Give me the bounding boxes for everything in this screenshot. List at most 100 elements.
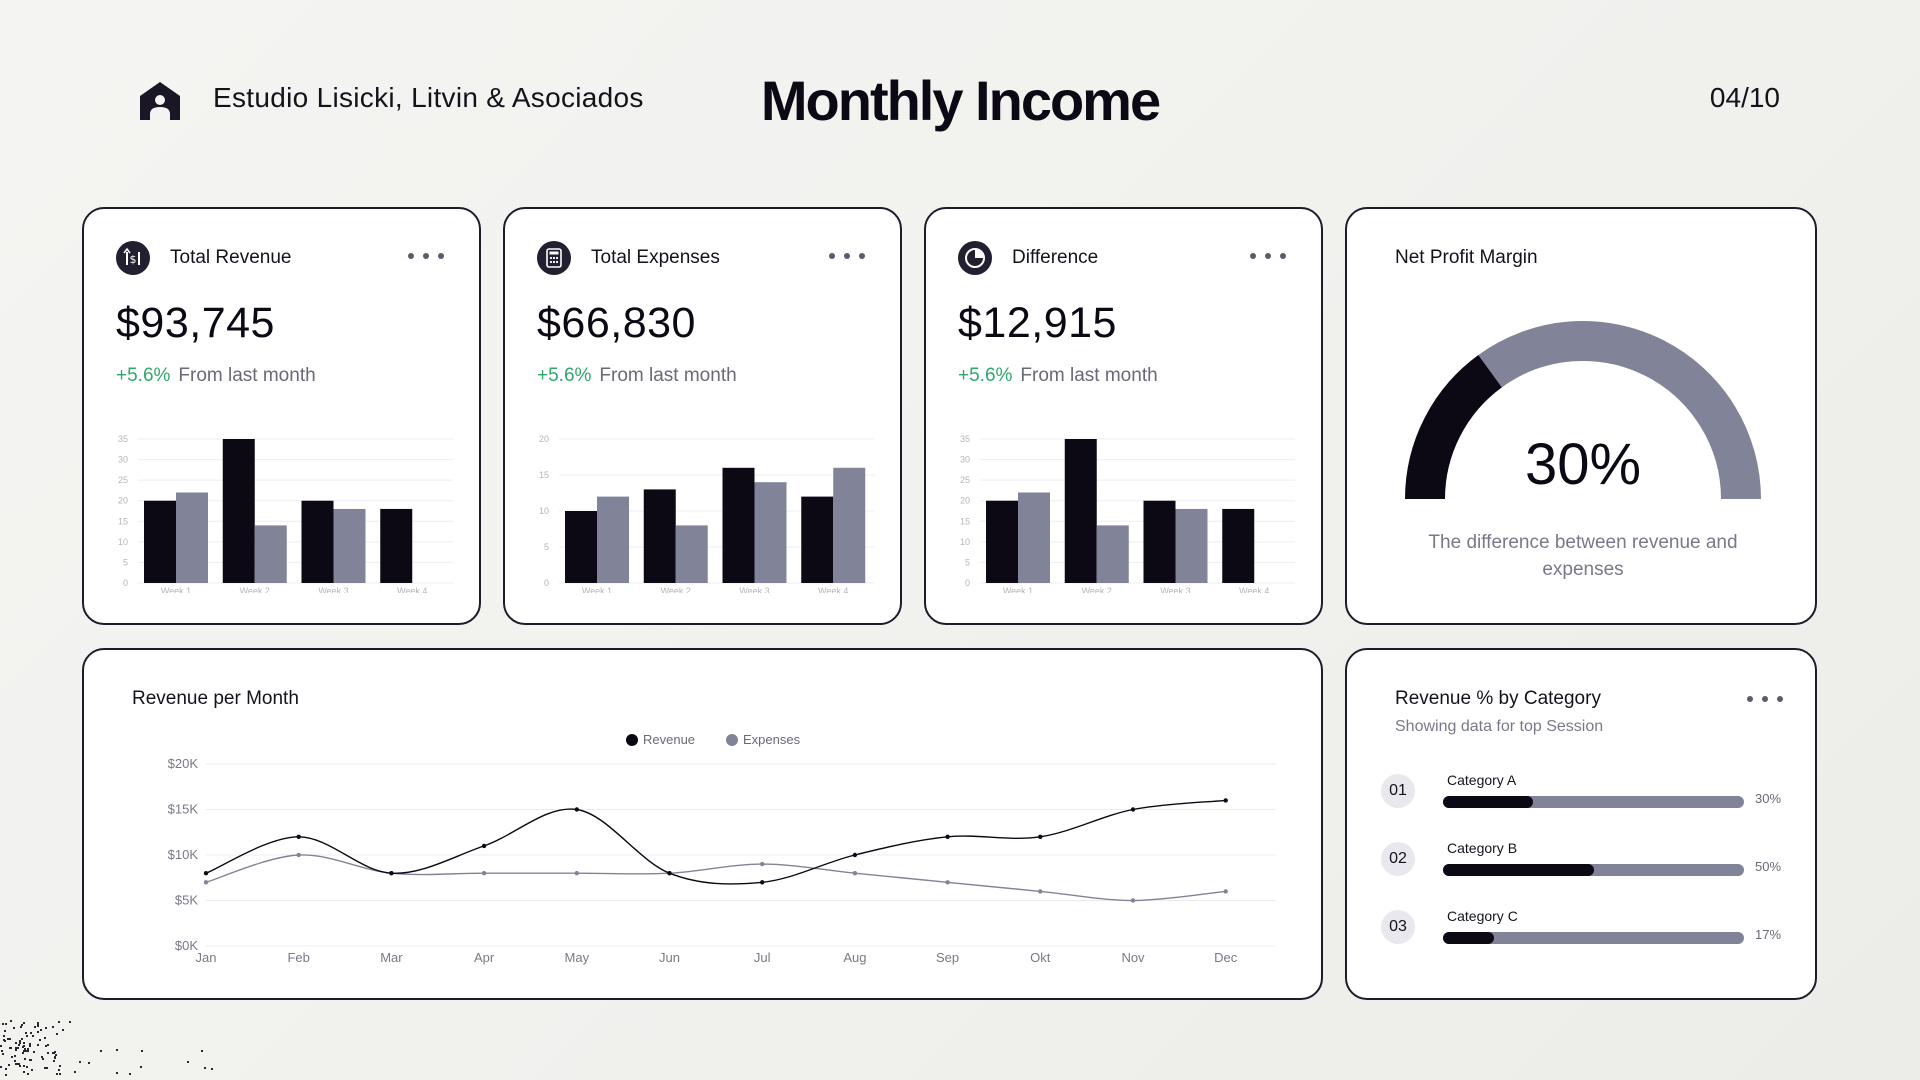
decor-dot <box>45 1027 47 1029</box>
kpi-change: +5.6% From last month <box>116 365 316 387</box>
decor-dot <box>21 1024 23 1026</box>
data-point <box>389 871 394 876</box>
decor-dot <box>5 1074 7 1076</box>
decor-dot <box>116 1072 118 1074</box>
y-tick-label: 25 <box>960 475 970 485</box>
bar <box>986 500 1018 583</box>
decor-dot <box>14 1060 16 1062</box>
category-number: 03 <box>1381 910 1415 944</box>
decor-dot <box>19 1040 21 1042</box>
decorative-dot-pattern <box>0 1020 213 1076</box>
revenue-per-month-card: Revenue per Month $0K $5K $10K $15K $20K Jan F… <box>82 648 1323 1000</box>
y-tick-label: 20 <box>539 434 549 444</box>
decor-dot <box>55 1054 57 1056</box>
decor-dot <box>58 1069 60 1071</box>
data-point <box>1038 834 1043 839</box>
x-tick-label: Jun <box>659 950 680 965</box>
x-tick-label: Nov <box>1121 950 1145 965</box>
decor-dot <box>79 1061 81 1063</box>
dot <box>859 253 865 259</box>
change-percent: +5.6% <box>116 365 171 386</box>
dot <box>1250 253 1256 259</box>
line-chart: $0K $5K $10K $15K $20K Jan Feb Mar Apr May Jun Jul A… <box>168 732 1276 965</box>
decor-dot <box>100 1050 102 1052</box>
y-tick-label: 5 <box>123 557 128 567</box>
dot <box>408 253 414 259</box>
dot <box>438 253 444 259</box>
weekly-bar-chart: 0 5 10 15 20 Week 1 Week 2 Week 3 Week 4 <box>539 434 874 593</box>
card-header: $ Total Revenue <box>116 241 446 275</box>
y-tick-label: 0 <box>965 578 970 588</box>
decor-dot <box>30 1032 32 1034</box>
more-options-button[interactable] <box>827 245 867 265</box>
decor-dot <box>47 1044 49 1046</box>
decor-dot <box>5 1068 7 1070</box>
more-options-button[interactable] <box>1248 245 1288 265</box>
y-tick-label: $5K <box>175 893 198 908</box>
decor-dot <box>2 1053 4 1055</box>
progress-fill <box>1443 932 1495 944</box>
bar <box>254 525 287 583</box>
page-number: 04/10 <box>1709 82 1780 113</box>
decor-dot <box>44 1037 46 1039</box>
decor-dot <box>40 1029 42 1031</box>
kpi-change: +5.6% From last month <box>958 365 1158 387</box>
decor-dot <box>3 1039 5 1041</box>
decor-dot <box>37 1023 39 1025</box>
change-note: From last month <box>1020 365 1158 386</box>
category-number: 02 <box>1381 842 1415 876</box>
decor-dot <box>23 1022 25 1024</box>
category-row: 02 Category B 50% <box>1381 840 1791 880</box>
x-tick-label: Week 4 <box>397 586 427 593</box>
data-point <box>296 852 301 858</box>
data-point <box>760 880 765 885</box>
decor-dot <box>9 1047 11 1049</box>
decor-dot <box>29 1059 31 1061</box>
dot <box>1280 253 1286 259</box>
data-point <box>574 807 579 812</box>
decor-dot <box>18 1063 20 1065</box>
progress-track <box>1443 796 1744 808</box>
y-tick-label: 15 <box>960 516 970 526</box>
decor-dot <box>21 1038 23 1040</box>
decor-dot <box>20 1026 22 1028</box>
legend-label: Revenue <box>643 732 695 747</box>
data-point <box>760 861 765 867</box>
decor-dot <box>14 1055 16 1057</box>
data-point <box>1130 898 1136 903</box>
decor-dot <box>1 1050 3 1052</box>
decor-dot <box>52 1026 54 1028</box>
bar <box>1064 439 1097 583</box>
data-point <box>945 880 950 885</box>
x-tick-label: Week 2 <box>661 586 691 593</box>
data-point <box>945 834 950 839</box>
y-tick-label: 30 <box>118 455 128 465</box>
more-options-button[interactable] <box>1745 688 1785 708</box>
x-tick-label: Week 1 <box>582 586 612 593</box>
net-profit-card: Net Profit Margin 30% The difference bet… <box>1345 207 1817 625</box>
decor-dot <box>25 1032 27 1034</box>
x-tick-label: Week 1 <box>1003 586 1033 593</box>
decor-dot <box>53 1060 55 1062</box>
decor-dot <box>58 1021 60 1023</box>
data-point <box>852 852 858 858</box>
decor-dot <box>141 1050 143 1052</box>
x-tick-label: May <box>565 950 590 965</box>
dot <box>1747 696 1753 702</box>
more-options-button[interactable] <box>406 245 446 265</box>
decor-dot <box>31 1069 33 1071</box>
card-title: Revenue per Month <box>132 688 299 709</box>
card-label: Total Expenses <box>591 247 720 268</box>
decor-dot <box>54 1057 56 1059</box>
card-title: Revenue % by Category <box>1395 688 1601 709</box>
x-tick-label: Okt <box>1030 950 1051 965</box>
gauge-chart <box>1405 321 1761 500</box>
data-point <box>203 880 209 885</box>
data-point <box>667 871 672 876</box>
bar <box>722 467 755 583</box>
y-tick-label: 20 <box>118 496 128 506</box>
x-tick-label: Feb <box>287 950 309 965</box>
decor-dot <box>56 1073 58 1075</box>
bar <box>801 496 834 583</box>
revenue-icon: $ <box>116 241 150 275</box>
